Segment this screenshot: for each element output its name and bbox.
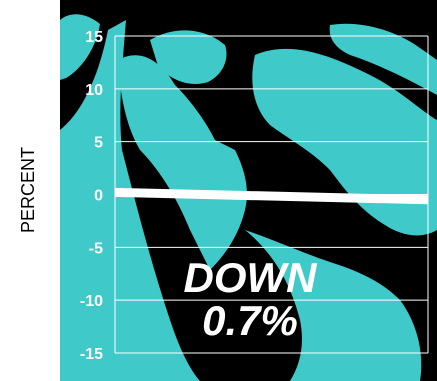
y-tick-label: 0 bbox=[94, 188, 103, 205]
y-tick-label: -10 bbox=[80, 293, 103, 310]
y-tick-label: -15 bbox=[80, 346, 103, 363]
background-artwork bbox=[60, 14, 437, 381]
series-layer bbox=[114, 187, 429, 205]
annotation-line-2: 0.7% bbox=[202, 297, 298, 344]
y-tick-label: 15 bbox=[85, 29, 103, 46]
y-tick-label: 5 bbox=[94, 135, 103, 152]
y-tick-labels: 15 10 5 0 -5 -10 -15 bbox=[80, 29, 103, 363]
series-line bbox=[114, 187, 429, 205]
y-tick-label: 10 bbox=[85, 82, 103, 99]
y-axis-label: PERCENT bbox=[18, 147, 38, 233]
y-tick-label: -5 bbox=[89, 240, 103, 257]
annotation-line-1: DOWN bbox=[184, 254, 319, 301]
